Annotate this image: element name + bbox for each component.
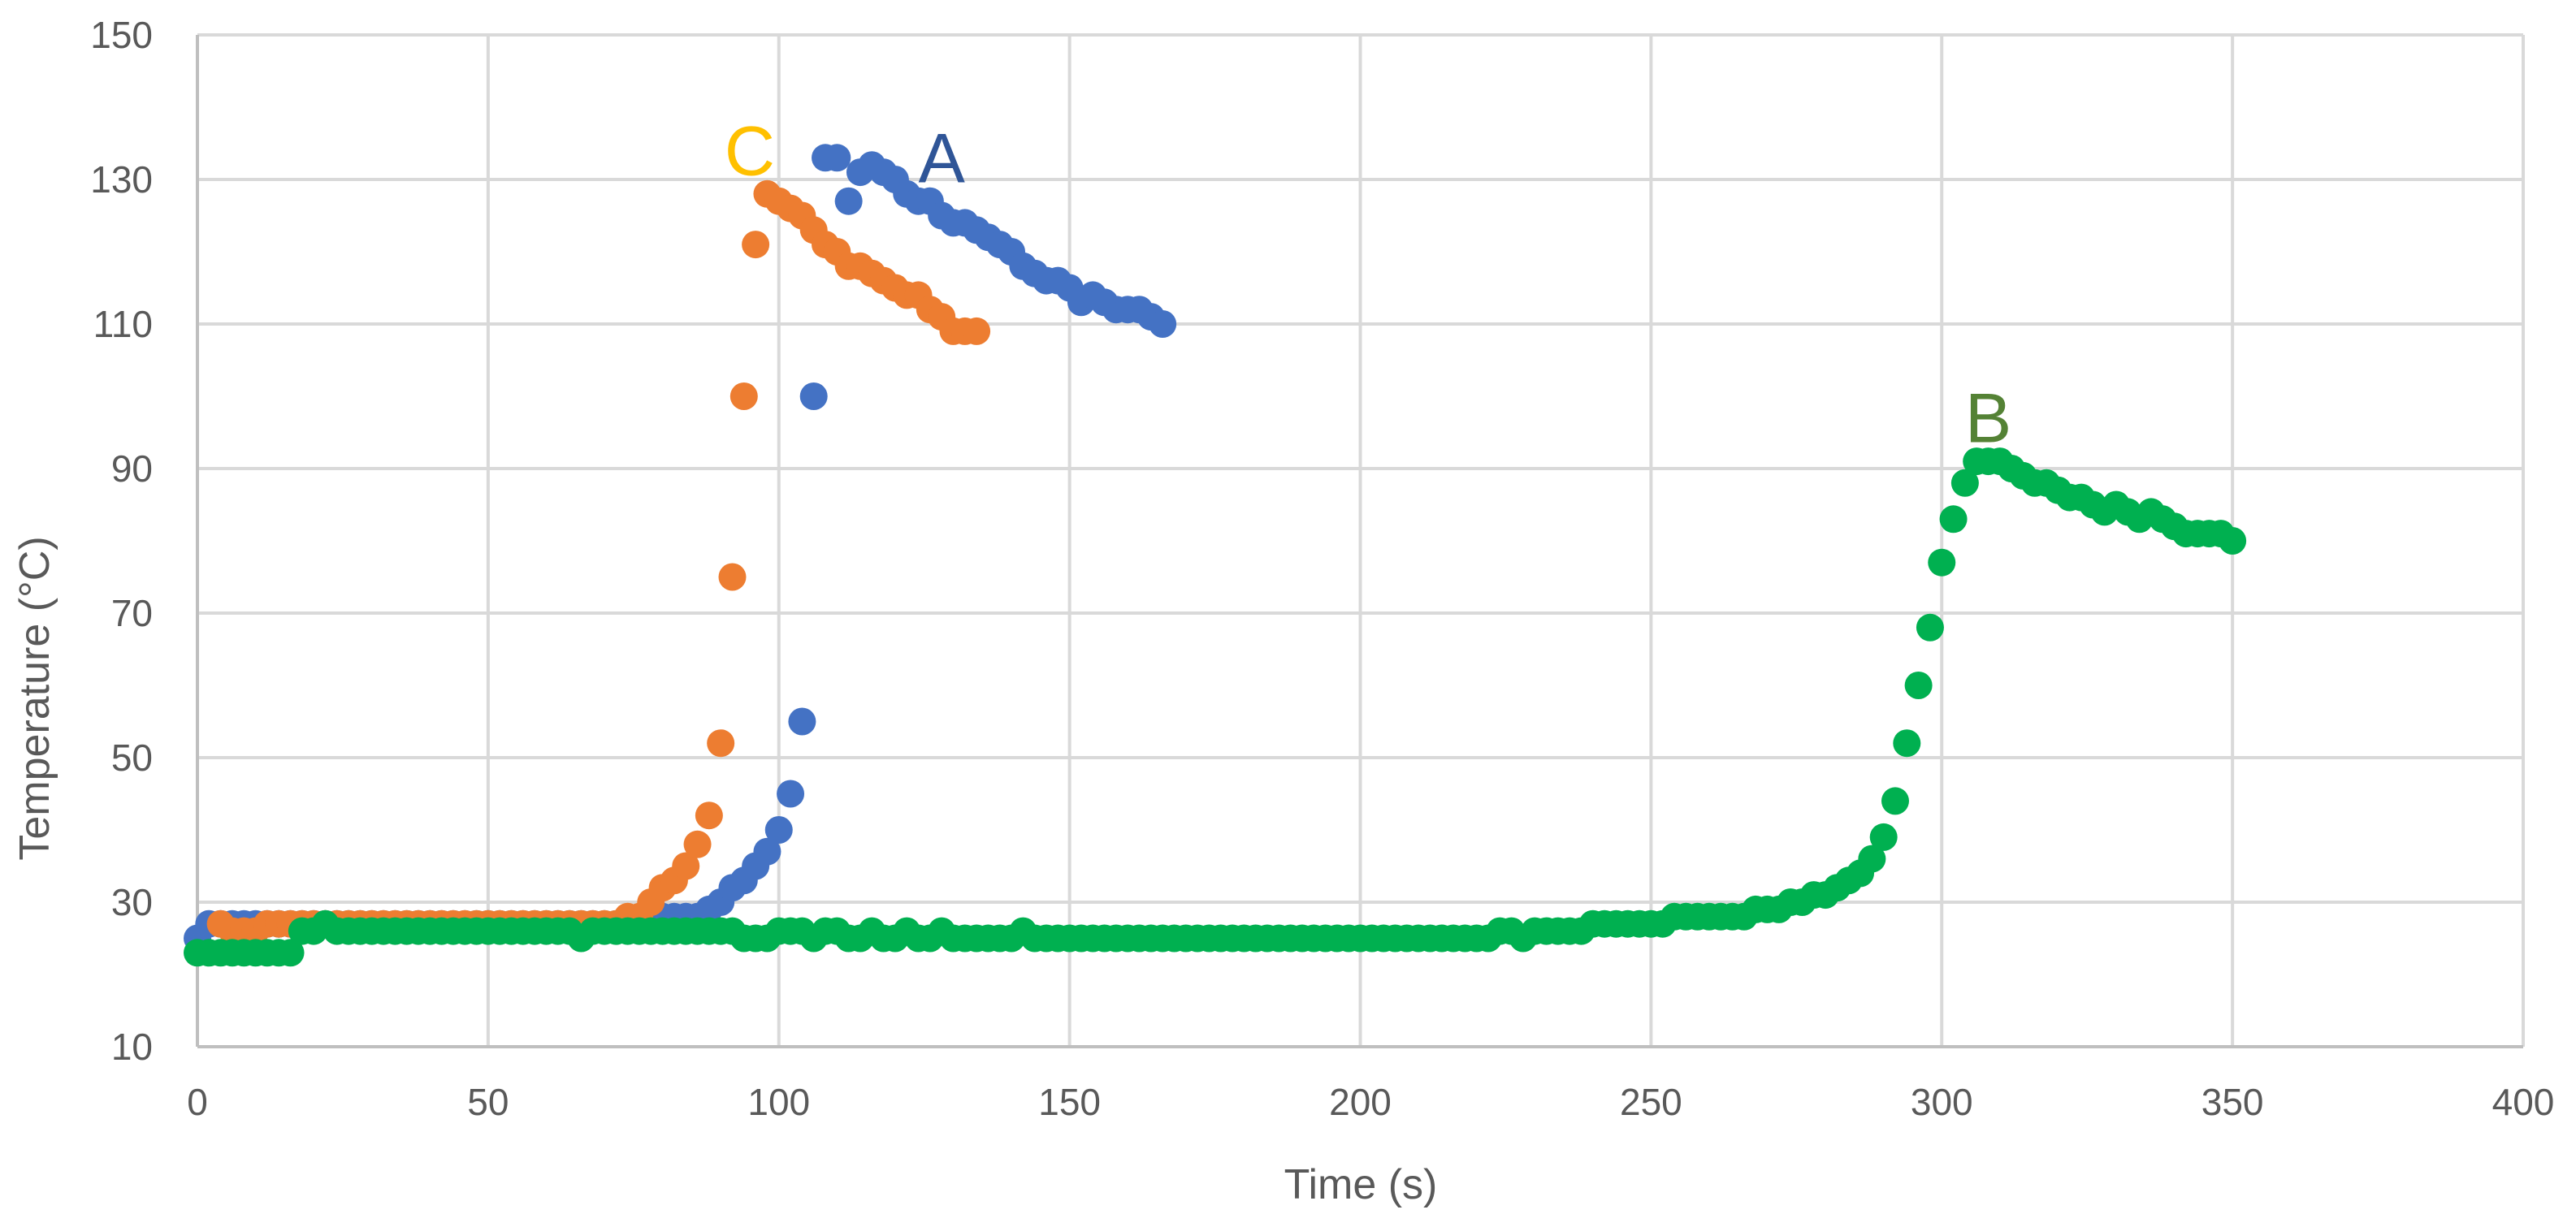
x-tick-label: 200	[1329, 1081, 1392, 1123]
data-point-a	[788, 707, 816, 736]
axes	[196, 35, 2523, 1048]
data-point-c	[683, 830, 712, 858]
x-tick-label: 350	[2202, 1081, 2264, 1123]
series-label-a: A	[918, 119, 965, 197]
data-point-a	[753, 837, 781, 866]
data-point-a	[764, 816, 793, 844]
y-tick-label: 90	[111, 447, 153, 490]
series-label-c: C	[725, 112, 775, 190]
data-point-c	[695, 801, 723, 830]
data-point-b	[1950, 469, 1979, 497]
data-point-c	[742, 231, 770, 259]
data-point-b	[2219, 527, 2247, 555]
y-tick-label: 130	[90, 158, 153, 201]
tick-labels: 0 50 100 150 200 250 300 350 400 10 30 50 70 90 110 130…	[90, 14, 2554, 1123]
data-point-a	[1149, 310, 1177, 338]
data-point-b	[1904, 672, 1933, 699]
data-point-c	[672, 852, 700, 880]
x-tick-label: 300	[1911, 1081, 1973, 1123]
series-labels: A C B	[725, 112, 2011, 457]
series-b	[184, 447, 2247, 967]
data-point-a	[823, 144, 851, 172]
data-point-c	[963, 317, 991, 345]
data-point-b	[1928, 548, 1956, 577]
data-point-a	[799, 382, 828, 410]
x-tick-label: 250	[1620, 1081, 1682, 1123]
grid	[197, 33, 2525, 1047]
y-tick-label: 110	[93, 303, 153, 345]
y-tick-label: 10	[111, 1026, 153, 1068]
data-point-b	[1916, 613, 1944, 642]
data-point-b	[1893, 729, 1921, 758]
series-label-b: B	[1965, 380, 2011, 458]
y-tick-label: 30	[111, 881, 153, 923]
y-tick-label: 150	[90, 14, 153, 56]
data-point-c	[718, 563, 747, 591]
series-a	[184, 144, 1177, 953]
x-axis-label: Time (s)	[1284, 1161, 1438, 1208]
x-tick-label: 400	[2492, 1081, 2555, 1123]
data-point-c	[707, 729, 735, 758]
data-point-c	[730, 382, 758, 410]
data-point-a	[777, 780, 805, 808]
x-tick-label: 50	[467, 1081, 509, 1123]
data-point-b	[1881, 787, 1909, 815]
data-point-b	[276, 939, 305, 967]
x-tick-label: 150	[1038, 1081, 1101, 1123]
y-tick-label: 50	[111, 737, 153, 779]
y-axis-label: Temperature (°C)	[11, 536, 58, 860]
data-point-b	[1939, 505, 1968, 534]
data-point-b	[1858, 845, 1886, 873]
x-tick-label: 0	[187, 1081, 208, 1123]
data-point-b	[1869, 823, 1898, 851]
data-point-a	[834, 187, 863, 215]
data-points	[184, 144, 2247, 967]
x-tick-label: 100	[747, 1081, 810, 1123]
y-tick-label: 70	[111, 592, 153, 634]
series-c	[206, 179, 991, 945]
